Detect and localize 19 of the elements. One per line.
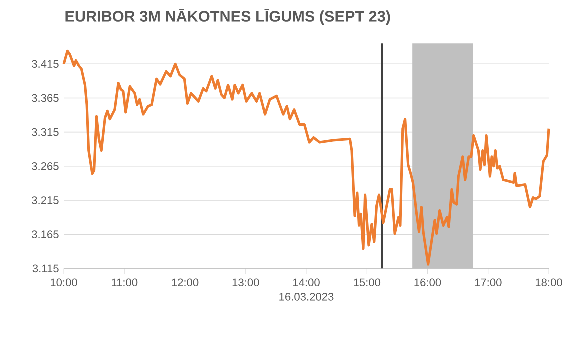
x-tick-label: 18:00	[536, 278, 562, 287]
y-tick-label: 3.365	[32, 94, 59, 102]
y-tick-label: 3.165	[32, 230, 59, 238]
x-tick-label: 15:00	[354, 278, 381, 287]
x-tick-label: 14:00	[293, 278, 320, 287]
x-axis-title: 16.03.2023	[280, 293, 334, 301]
x-tick-label: 16:00	[414, 278, 442, 287]
y-tick-label: 3.415	[32, 60, 59, 68]
y-tick-label: 3.115	[32, 264, 59, 273]
x-tick-label: 17:00	[475, 278, 502, 287]
x-tick-label: 13:00	[232, 278, 260, 287]
y-tick-label: 3.265	[32, 162, 59, 170]
line-series	[62, 50, 550, 266]
y-tick-label: 3.315	[32, 128, 59, 136]
y-tick-label: 3.215	[32, 196, 59, 204]
chart-title: EURIBOR 3M NĀKOTNES LĪGUMS (SEPT 23)	[66, 9, 390, 25]
x-tick-label: 11:00	[112, 278, 138, 287]
x-tick-label: 10:00	[50, 278, 78, 287]
x-tick-label: 12:00	[172, 278, 199, 287]
